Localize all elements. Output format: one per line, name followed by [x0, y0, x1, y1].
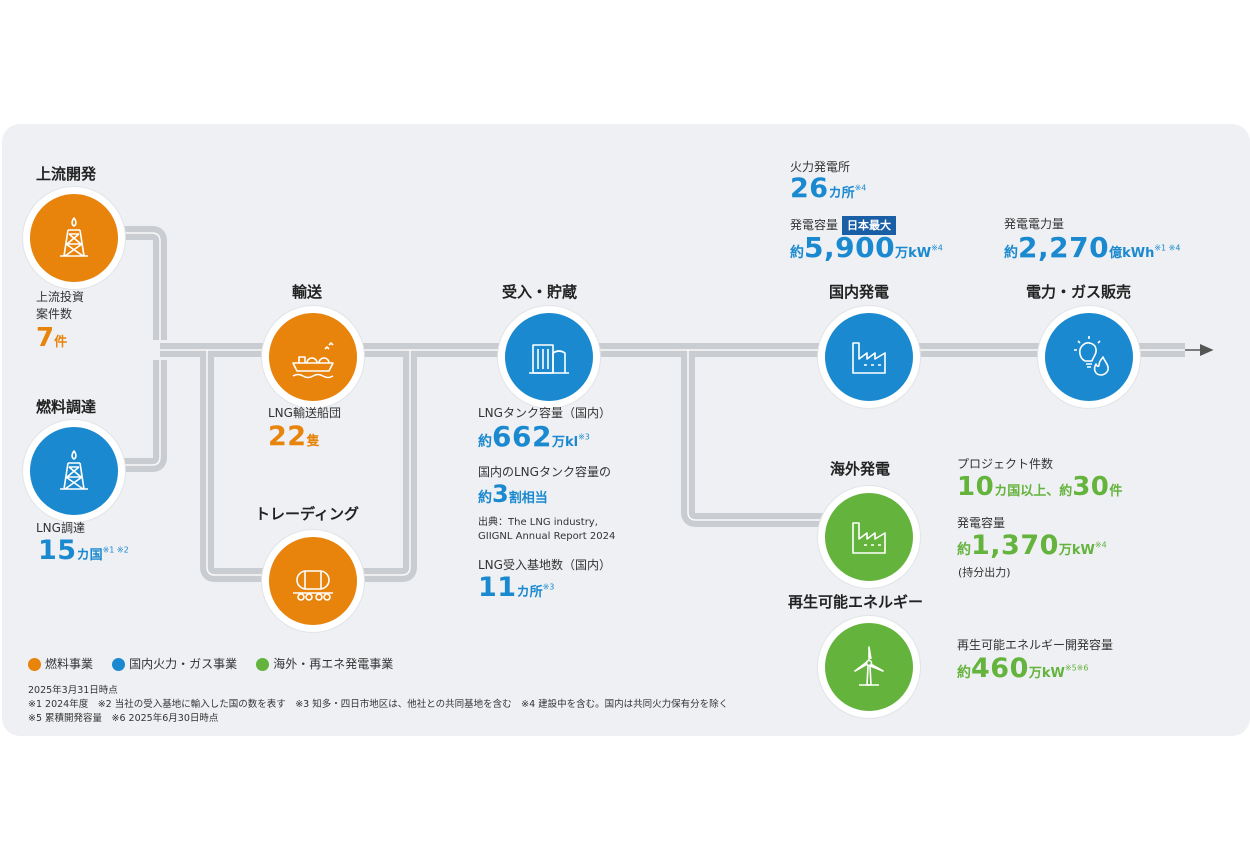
share-label: 国内のLNGタンク容量の	[478, 465, 611, 479]
lightbulb-flame-icon	[1074, 336, 1109, 376]
factory-icon	[852, 342, 886, 374]
oil-rig-icon	[60, 217, 88, 257]
stage-fuel: 燃料調達	[36, 398, 97, 416]
legend-item-overseas: 海外・再エネ発電事業	[256, 657, 393, 671]
legend-item-fuel: 燃料事業	[28, 657, 93, 671]
domestic-node	[818, 306, 920, 408]
overseas-node	[818, 486, 920, 588]
oil-rig-icon	[60, 450, 88, 490]
tank-label: LNGタンク容量（国内）	[478, 406, 611, 420]
transport-node	[262, 306, 364, 408]
overseas-capacity-label: 発電容量	[957, 516, 1006, 530]
sales-node	[1038, 306, 1140, 408]
upstream-node	[23, 187, 125, 289]
equity-output-note: (持分出力)	[958, 566, 1011, 579]
lng-ship-icon	[292, 342, 334, 379]
thermal-value: 26カ所※4	[790, 173, 867, 204]
source-line-1: 出典：The LNG industry,	[478, 517, 598, 528]
overseas-capacity-value: 約1,370万kW※4	[957, 530, 1107, 561]
fuel-label: LNG調達	[36, 521, 85, 535]
upstream-value: 7件	[36, 323, 68, 353]
footnote-line-2: ※1 2024年度 ※2 当社の受入基地に輸入した国の数を表す ※3 知多・四日…	[28, 699, 729, 710]
terminals-label: LNG受入基地数（国内）	[478, 558, 611, 572]
stage-transport: 輸送	[292, 283, 323, 301]
projects-value: 10カ国以上、約30件	[957, 472, 1123, 502]
wind-turbine-icon	[854, 646, 884, 686]
projects-label: プロジェクト件数	[957, 457, 1054, 471]
upstream-label-2: 案件数	[36, 307, 73, 321]
stage-trading: トレーディング	[255, 505, 359, 523]
stage-domestic: 国内発電	[829, 283, 890, 301]
sales-value: 約2,270億kWh※1 ※4	[1004, 231, 1181, 264]
footnote-date: 2025年3月31日時点	[28, 685, 118, 696]
sales-label: 発電電力量	[1004, 217, 1065, 231]
legend-item-domestic: 国内火力・ガス事業	[112, 657, 237, 671]
factory-icon	[852, 522, 886, 554]
transport-value: 22隻	[268, 421, 320, 452]
fuel-node	[23, 420, 125, 522]
storage-tank-icon	[529, 344, 569, 374]
transport-label: LNG輸送船団	[268, 406, 341, 420]
stage-upstream: 上流開発	[36, 165, 97, 183]
stage-overseas: 海外発電	[830, 460, 891, 478]
terminals-value: 11カ所※3	[478, 572, 555, 603]
storage-node	[498, 306, 600, 408]
share-value: 約3割相当	[478, 480, 548, 508]
stage-renewable: 再生可能エネルギー	[788, 593, 924, 611]
renewable-label: 再生可能エネルギー開発容量	[957, 638, 1114, 652]
domestic-capacity-label: 発電容量 日本最大	[790, 216, 897, 235]
tanker-truck-icon	[293, 570, 333, 601]
thermal-label: 火力発電所	[790, 160, 851, 174]
renewable-value: 約460万kW※5※6	[957, 653, 1089, 684]
fuel-value: 15カ国※1 ※2	[38, 535, 129, 566]
source-line-2: GIIGNL Annual Report 2024	[478, 531, 616, 542]
tank-value: 約662万kl※3	[478, 420, 590, 453]
renewable-node	[818, 616, 920, 718]
japan-largest-badge: 日本最大	[842, 216, 897, 235]
trading-node	[262, 530, 364, 632]
domestic-capacity-value: 約5,900万kW※4	[790, 231, 943, 264]
footnote-line-3: ※5 累積開発容量 ※6 2025年6月30日時点	[28, 713, 219, 724]
stage-sales: 電力・ガス販売	[1026, 283, 1132, 301]
upstream-label-1: 上流投資	[36, 290, 85, 304]
stage-storage: 受入・貯蔵	[502, 283, 578, 301]
legend: 燃料事業 国内火力・ガス事業 海外・再エネ発電事業	[28, 653, 407, 672]
